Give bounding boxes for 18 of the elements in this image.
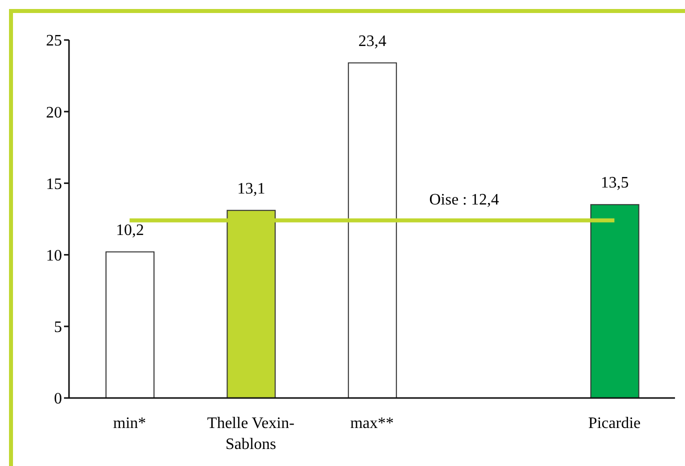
bar [590,204,640,398]
x-tick-label: min* [113,415,146,432]
data-label: 13,5 [600,174,629,192]
x-tick-label: max** [350,415,394,432]
y-tick-label: 0 [54,390,62,408]
x-tick-label: Thelle Vexin-Sablons [207,415,294,453]
data-label: 13,1 [237,180,266,198]
bar [348,62,397,398]
y-tick-label: 15 [46,176,62,193]
bar [106,251,154,398]
data-label: 10,2 [116,222,144,239]
x-tick-label: Picardie [588,415,641,432]
y-tick-label: 20 [46,104,62,122]
y-tick-label: 10 [46,247,62,264]
ref-line-label: Oise : 12,4 [429,191,500,208]
y-tick-label: 25 [46,32,62,50]
y-tick-label: 5 [54,319,62,336]
data-label: 23,4 [358,32,386,50]
